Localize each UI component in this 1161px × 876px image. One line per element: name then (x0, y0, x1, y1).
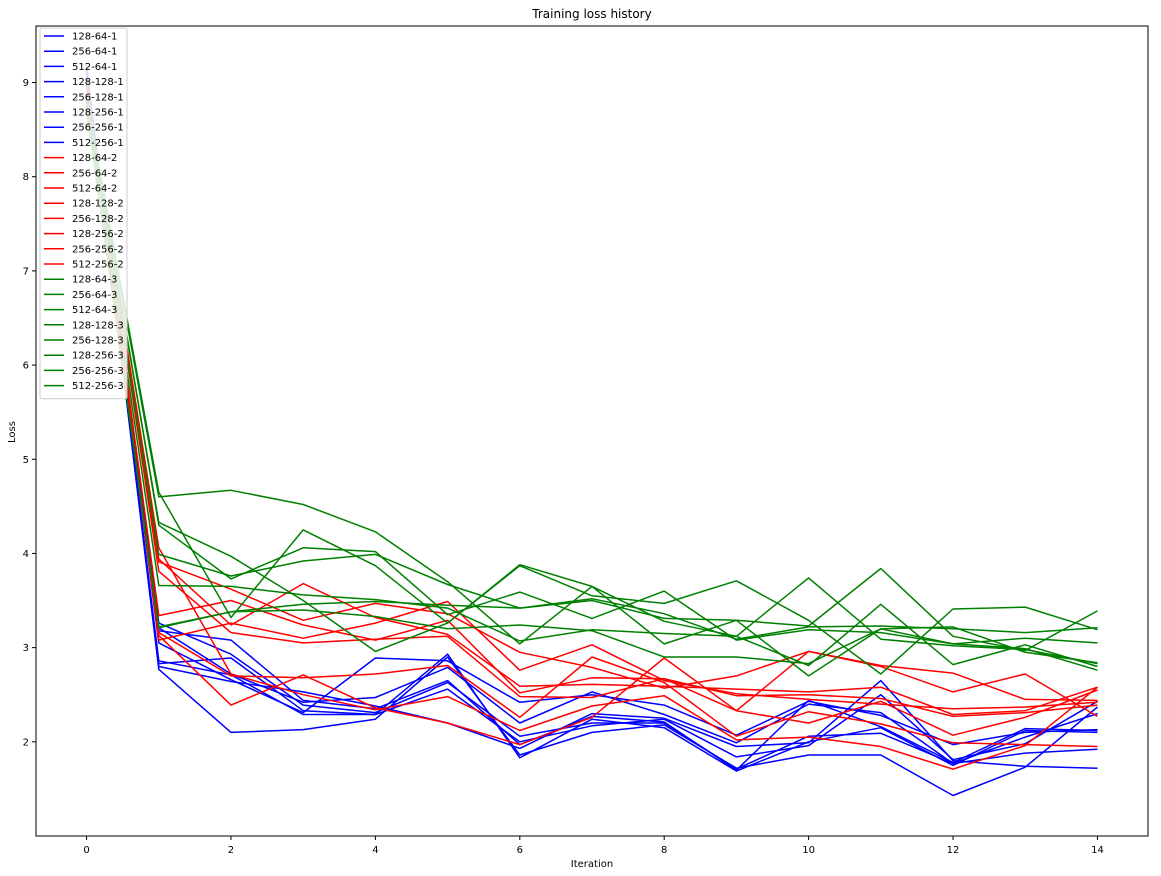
legend-box (39, 27, 128, 400)
legend-label: 512-256-3 (72, 381, 124, 392)
x-tick-label: 10 (802, 845, 815, 856)
series-line-512-64-2 (85, 84, 1098, 748)
series-line-128-256-3 (85, 104, 1098, 640)
legend-label: 256-64-1 (72, 47, 117, 58)
legend-label: 512-64-3 (72, 305, 117, 316)
series-line-128-64-3 (85, 95, 1098, 671)
legend-label: 128-64-3 (72, 275, 117, 286)
series-line-512-256-3 (85, 108, 1098, 677)
x-tick-label: 4 (372, 845, 378, 856)
x-tick-label: 8 (661, 845, 667, 856)
legend-label: 128-64-1 (72, 32, 117, 43)
series-line-128-256-2 (85, 89, 1098, 718)
series-line-256-128-2 (85, 88, 1098, 716)
y-tick-label: 3 (23, 643, 29, 654)
y-tick-label: 4 (23, 549, 29, 560)
series-line-128-128-1 (85, 71, 1098, 761)
plot-frame (35, 25, 1149, 837)
legend: 128-64-1 256-64-1 512-64-1 128-128-1 256-128… (39, 27, 128, 400)
legend-label: 128-256-3 (72, 351, 124, 362)
series-line-256-64-1 (85, 67, 1098, 772)
series-line-256-256-3 (85, 106, 1098, 665)
legend-label: 256-128-3 (72, 336, 124, 347)
x-tick-label: 2 (228, 845, 234, 856)
legend-label: 256-64-2 (72, 168, 117, 179)
legend-label: 128-128-1 (72, 77, 124, 88)
legend-label: 256-256-3 (72, 366, 124, 377)
legend-label: 256-128-2 (72, 214, 124, 225)
legend-label: 128-256-2 (72, 229, 124, 240)
y-tick-label: 8 (23, 172, 29, 183)
legend-label: 128-256-1 (72, 108, 124, 119)
legend-label: 128-128-2 (72, 199, 124, 210)
series-line-256-128-1 (85, 73, 1098, 746)
x-tick-label: 6 (517, 845, 523, 856)
series-line-512-64-3 (85, 99, 1098, 668)
y-axis-title: Loss (7, 421, 18, 443)
x-tick-label: 14 (1091, 845, 1104, 856)
y-tick-label: 6 (23, 361, 29, 372)
series-line-128-128-3 (85, 101, 1098, 665)
series-line-128-64-1 (85, 65, 1098, 797)
y-tick-label: 2 (23, 737, 29, 748)
legend-label: 256-128-1 (72, 92, 124, 103)
series-line-256-128-3 (85, 103, 1098, 653)
x-tick-label: 0 (83, 845, 89, 856)
x-axis: 0 2 4 6 8 10 12 14 (83, 836, 1104, 856)
x-axis-title: Iteration (571, 859, 613, 870)
series-line-256-64-2 (85, 82, 1098, 712)
series-line-256-256-1 (85, 76, 1098, 770)
series-line-128-256-1 (85, 74, 1098, 765)
y-tick-label: 7 (23, 266, 29, 277)
series-line-256-64-3 (85, 97, 1098, 675)
x-tick-label: 12 (947, 845, 960, 856)
legend-label: 512-256-1 (72, 138, 124, 149)
legend-label: 256-256-2 (72, 244, 124, 255)
legend-label: 512-64-1 (72, 62, 117, 73)
series-line-256-256-2 (85, 91, 1098, 718)
series-line-512-256-1 (85, 78, 1098, 771)
legend-label: 256-64-3 (72, 290, 117, 301)
y-axis: 2 3 4 5 6 7 8 9 (23, 78, 36, 748)
chart-title: Training loss history (531, 7, 651, 21)
legend-label: 512-64-2 (72, 184, 117, 195)
series-line-512-256-2 (85, 93, 1098, 770)
y-tick-label: 9 (23, 78, 29, 89)
plot-lines (85, 65, 1098, 797)
series-line-128-64-2 (85, 80, 1098, 710)
y-tick-label: 5 (23, 455, 29, 466)
legend-label: 256-256-1 (72, 123, 124, 134)
legend-label: 128-128-3 (72, 320, 124, 331)
series-line-128-128-2 (85, 86, 1098, 746)
legend-label: 128-64-2 (72, 153, 117, 164)
series-line-512-64-1 (85, 69, 1098, 769)
legend-label: 512-256-2 (72, 260, 124, 271)
